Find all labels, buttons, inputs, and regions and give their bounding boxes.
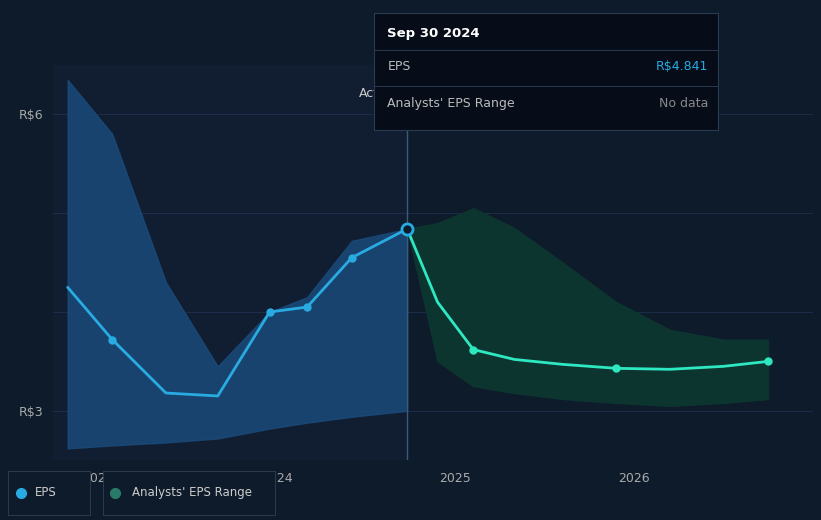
Text: EPS: EPS [388, 60, 410, 73]
Bar [53, 65, 407, 460]
Text: Analysts' EPS Range: Analysts' EPS Range [388, 97, 515, 110]
Text: No data: No data [658, 97, 708, 110]
Text: Sep 30 2024: Sep 30 2024 [388, 27, 480, 40]
Text: R$4.841: R$4.841 [656, 60, 708, 73]
Text: Actual: Actual [359, 87, 398, 100]
Text: Analysts Forecasts: Analysts Forecasts [421, 87, 538, 100]
Text: EPS: EPS [34, 486, 56, 499]
Text: Analysts' EPS Range: Analysts' EPS Range [132, 486, 252, 499]
